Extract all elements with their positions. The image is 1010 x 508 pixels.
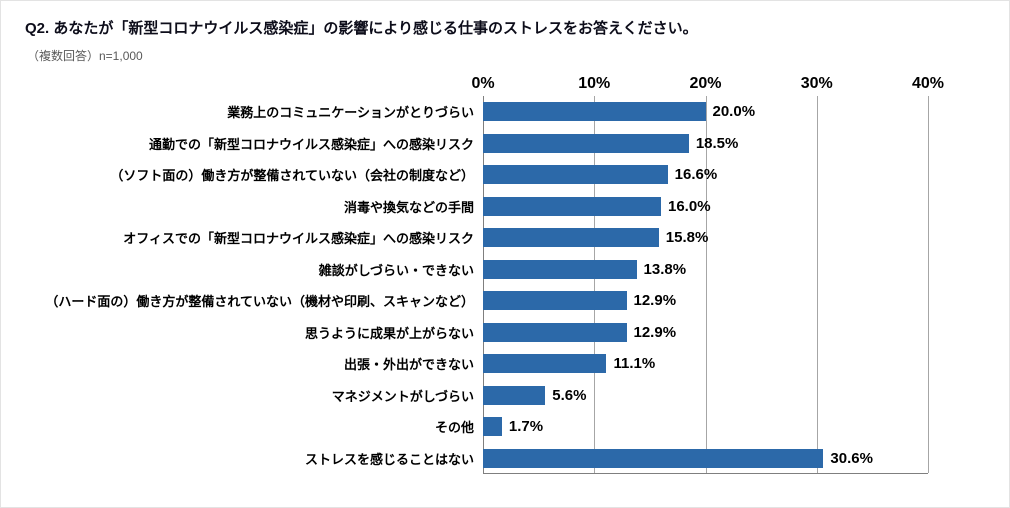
bar-track: 12.9% bbox=[483, 291, 928, 311]
gridline bbox=[594, 96, 596, 473]
bar-row: 消毒や換気などの手間 16.0% bbox=[1, 191, 1009, 223]
x-tick-label: 20% bbox=[689, 75, 722, 92]
category-label: オフィスでの「新型コロナウイルス感染症」への感染リスク bbox=[123, 231, 474, 247]
bar-row: （ソフト面の）働き方が整備されていない（会社の制度など） 16.6% bbox=[1, 159, 1009, 191]
bar bbox=[483, 196, 661, 216]
value-label: 15.8% bbox=[665, 229, 709, 247]
value-label: 12.9% bbox=[633, 323, 677, 341]
category-label: 消毒や換気などの手間 bbox=[343, 199, 474, 215]
value-label: 30.6% bbox=[830, 449, 873, 467]
x-tick-label: 10% bbox=[578, 75, 611, 92]
bar bbox=[483, 417, 502, 437]
bar-rows: 業務上のコミュニケーションがとりづらい 20.0% 通勤での「新型コロナウイルス感染… bbox=[1, 96, 1009, 474]
y-axis-line bbox=[483, 96, 484, 473]
bar bbox=[483, 354, 607, 374]
bar-row: ストレスを感じることはない 30.6% bbox=[1, 443, 1009, 475]
x-tick-label: 0% bbox=[471, 75, 495, 92]
gridline-layer bbox=[483, 96, 929, 474]
gridline bbox=[705, 96, 707, 473]
bar-row: その他 1.7% bbox=[1, 411, 1009, 443]
plot-area: 業務上のコミュニケーションがとりづらい 20.0% 通勤での「新型コロナウイルス感染… bbox=[1, 96, 1009, 474]
chart-subtitle: （複数回答）n=1,000 bbox=[27, 49, 143, 63]
gridline bbox=[928, 96, 929, 473]
value-label: 1.7% bbox=[508, 418, 544, 436]
bar-track: 12.9% bbox=[483, 322, 928, 342]
category-label: 業務上のコミュニケーションがとりづらい bbox=[227, 105, 474, 121]
bar bbox=[483, 385, 546, 405]
bar bbox=[483, 165, 668, 185]
bar bbox=[483, 102, 706, 122]
bar-track: 30.6% bbox=[483, 448, 928, 468]
bar-row: 雑談がしづらい・できない 13.8% bbox=[1, 254, 1009, 286]
category-label: 通勤での「新型コロナウイルス感染症」への感染リスク bbox=[148, 136, 474, 152]
bar-row: 出張・外出ができない 11.1% bbox=[1, 348, 1009, 380]
category-label: （ハード面の）働き方が整備されていない（機材や印刷、スキャンなど） bbox=[45, 294, 474, 310]
bar bbox=[483, 291, 627, 311]
value-label: 12.9% bbox=[633, 292, 677, 310]
bar-row: （ハード面の）働き方が整備されていない（機材や印刷、スキャンなど） 12.9% bbox=[1, 285, 1009, 317]
x-tick-label: 40% bbox=[911, 75, 945, 92]
value-label: 18.5% bbox=[695, 134, 739, 152]
bar bbox=[483, 259, 637, 279]
bar-row: オフィスでの「新型コロナウイルス感染症」への感染リスク 15.8% bbox=[1, 222, 1009, 254]
category-label: 出張・外出ができない bbox=[343, 357, 474, 373]
value-label: 16.0% bbox=[668, 197, 711, 215]
bar-track: 16.0% bbox=[483, 196, 928, 216]
bar bbox=[483, 448, 824, 468]
chart-title: Q2. あなたが「新型コロナウイルス感染症」の影響により感じる仕事のストレスをお… bbox=[25, 20, 698, 37]
bar bbox=[483, 133, 689, 153]
value-label: 11.1% bbox=[613, 355, 656, 373]
bar-track: 16.6% bbox=[483, 165, 928, 185]
x-axis: 0% 10% 20% 30% 40% bbox=[471, 70, 944, 96]
bar-track: 1.7% bbox=[483, 417, 928, 437]
category-label: ストレスを感じることはない bbox=[304, 451, 474, 467]
value-label: 5.6% bbox=[552, 386, 587, 404]
category-label: 思うように成果が上がらない bbox=[304, 325, 474, 341]
bar-row: 通勤での「新型コロナウイルス感染症」への感染リスク 18.5% bbox=[1, 128, 1009, 160]
x-tick-label: 30% bbox=[800, 75, 833, 92]
bar-track: 20.0% bbox=[483, 102, 928, 122]
bar-row: 思うように成果が上がらない 12.9% bbox=[1, 317, 1009, 349]
bar-track: 11.1% bbox=[483, 354, 928, 374]
bar-row: 業務上のコミュニケーションがとりづらい 20.0% bbox=[1, 96, 1009, 128]
bar-track: 18.5% bbox=[483, 133, 928, 153]
value-label: 16.6% bbox=[674, 166, 718, 184]
category-label: （ソフト面の）働き方が整備されていない（会社の制度など） bbox=[110, 168, 474, 184]
bar-row: マネジメントがしづらい 5.6% bbox=[1, 380, 1009, 412]
category-label: 雑談がしづらい・できない bbox=[318, 262, 474, 278]
gridline bbox=[816, 96, 818, 473]
category-label: マネジメントがしづらい bbox=[331, 388, 474, 404]
bar-track: 15.8% bbox=[483, 228, 928, 248]
bar bbox=[483, 322, 627, 342]
bar-track: 13.8% bbox=[483, 259, 928, 279]
bar bbox=[483, 228, 659, 248]
category-label: その他 bbox=[434, 420, 474, 436]
bar-chart: 0% 10% 20% 30% 40% 業務上のコミュニケーションがとりづらい 20.0% 通… bbox=[1, 70, 1009, 474]
bar-track: 5.6% bbox=[483, 385, 928, 405]
value-label: 20.0% bbox=[712, 103, 756, 121]
value-label: 13.8% bbox=[643, 260, 687, 278]
